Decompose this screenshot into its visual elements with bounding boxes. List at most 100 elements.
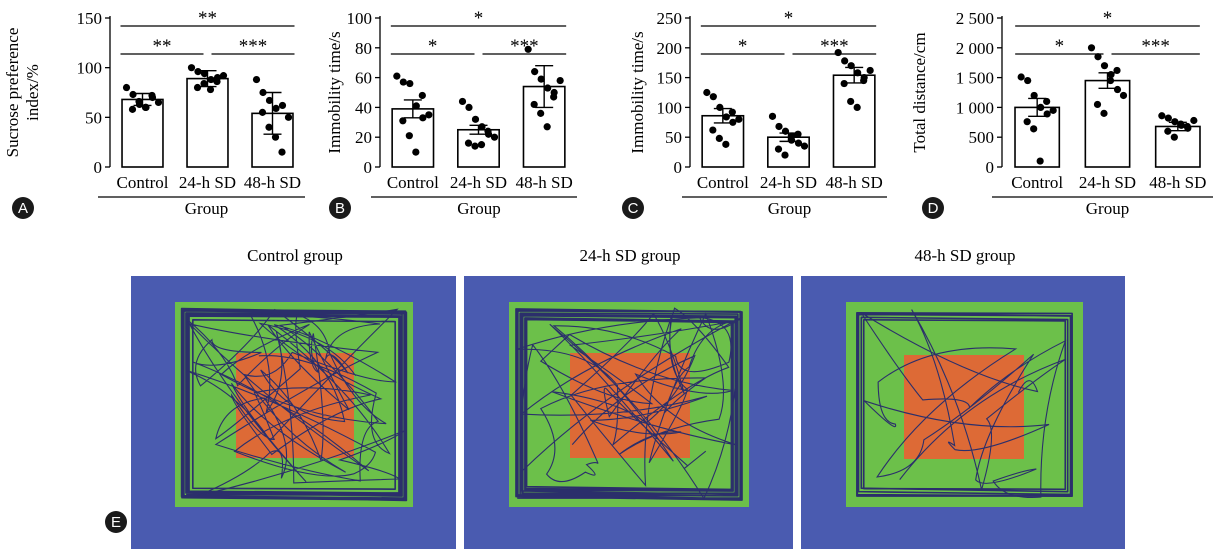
data-point: [252, 75, 261, 84]
data-point: [1158, 112, 1166, 120]
data-point: [709, 93, 717, 101]
y-tick-label: 250: [657, 9, 683, 28]
data-point: [1113, 66, 1121, 75]
data-point: [393, 72, 401, 80]
y-tick-label: 50: [665, 128, 682, 147]
data-point: [1043, 110, 1051, 118]
y-tick-label: 2 500: [956, 9, 994, 28]
svg-text:B: B: [335, 200, 345, 217]
data-point: [1043, 97, 1051, 106]
bar-control: [121, 98, 164, 168]
x-axis-label: Group: [768, 199, 811, 218]
data-point: [464, 139, 473, 147]
data-point: [128, 105, 137, 113]
y-tick-label: 50: [85, 108, 102, 127]
data-point: [1030, 91, 1038, 100]
bar-control: [391, 108, 435, 168]
data-point: [781, 151, 789, 159]
x-tick-label: 48-h SD: [1149, 173, 1206, 192]
data-point: [418, 91, 426, 100]
data-point: [458, 97, 467, 106]
bar-charts: 0 50 100 150 Sucrose preference index/% Contro…: [3, 8, 1213, 219]
track-panel-0: [131, 276, 456, 549]
svg-text:D: D: [928, 200, 939, 217]
x-axis-label: Group: [457, 199, 500, 218]
data-point: [729, 118, 737, 126]
data-point: [716, 103, 724, 111]
data-point: [194, 68, 202, 76]
data-point: [550, 93, 558, 101]
data-point: [412, 148, 420, 156]
data-point: [1177, 120, 1185, 128]
data-point: [531, 68, 539, 76]
x-tick-label: 24-h SD: [760, 173, 817, 192]
data-point: [406, 79, 414, 88]
data-point: [722, 113, 730, 121]
data-point: [794, 139, 803, 147]
data-point: [419, 114, 427, 122]
significance-label: *: [1103, 8, 1113, 29]
trajectory-perimeter: [856, 312, 1073, 497]
data-point: [866, 66, 874, 75]
data-point: [775, 122, 783, 131]
data-point: [265, 96, 274, 105]
data-point: [735, 115, 743, 123]
data-point: [129, 90, 137, 99]
track-panel-2: [801, 276, 1125, 549]
data-point: [206, 85, 215, 94]
data-point: [537, 109, 545, 117]
data-point: [853, 103, 861, 111]
data-point: [272, 104, 280, 112]
data-point: [728, 108, 736, 116]
data-point: [524, 45, 532, 53]
x-tick-label: 24-h SD: [179, 173, 236, 192]
significance-label: *: [474, 8, 484, 29]
data-point: [1164, 127, 1172, 135]
data-point: [200, 79, 208, 88]
svg-text:E: E: [111, 514, 121, 531]
x-tick-label: 24-h SD: [1079, 173, 1136, 192]
y-tick-label: 100: [657, 98, 683, 117]
data-point: [1164, 114, 1172, 122]
data-point: [1017, 73, 1025, 81]
y-tick-label: 0: [94, 158, 103, 177]
data-point: [715, 134, 723, 142]
data-point: [478, 123, 486, 131]
data-point: [1094, 53, 1102, 61]
data-point: [800, 142, 809, 150]
chart-panel-d: 0 500 1 000 1 500 2 000 2 500 Total distance/c…: [910, 8, 1213, 219]
data-point: [543, 123, 551, 131]
significance-label: *: [738, 36, 748, 57]
y-tick-label: 20: [355, 128, 372, 147]
data-point: [490, 133, 499, 141]
significance-label: ***: [510, 36, 539, 57]
data-point: [787, 136, 796, 144]
y-tick-label: 100: [77, 59, 103, 78]
data-point: [1037, 103, 1045, 111]
x-tick-label: 48-h SD: [516, 173, 573, 192]
panel-badge-b: B: [329, 197, 351, 219]
data-point: [219, 72, 228, 80]
y-axis-label: Sucrose preference: [3, 28, 22, 158]
data-point: [1183, 122, 1191, 131]
trajectory-perimeter: [515, 308, 743, 501]
significance-label: ***: [820, 36, 849, 57]
data-point: [860, 76, 868, 85]
data-point: [471, 115, 480, 123]
data-point: [781, 127, 790, 135]
x-tick-label: 48-h SD: [244, 173, 301, 192]
data-point: [544, 84, 552, 92]
data-point: [122, 83, 131, 92]
data-point: [709, 126, 717, 134]
y-tick-label: 40: [355, 98, 372, 117]
data-point: [265, 123, 273, 131]
data-point: [477, 141, 486, 149]
data-point: [471, 142, 479, 150]
y-tick-label: 100: [347, 9, 373, 28]
y-tick-label: 2 000: [956, 39, 994, 58]
significance-label: **: [198, 8, 217, 29]
data-point: [537, 75, 545, 83]
data-point: [768, 112, 777, 120]
data-point: [484, 127, 492, 135]
